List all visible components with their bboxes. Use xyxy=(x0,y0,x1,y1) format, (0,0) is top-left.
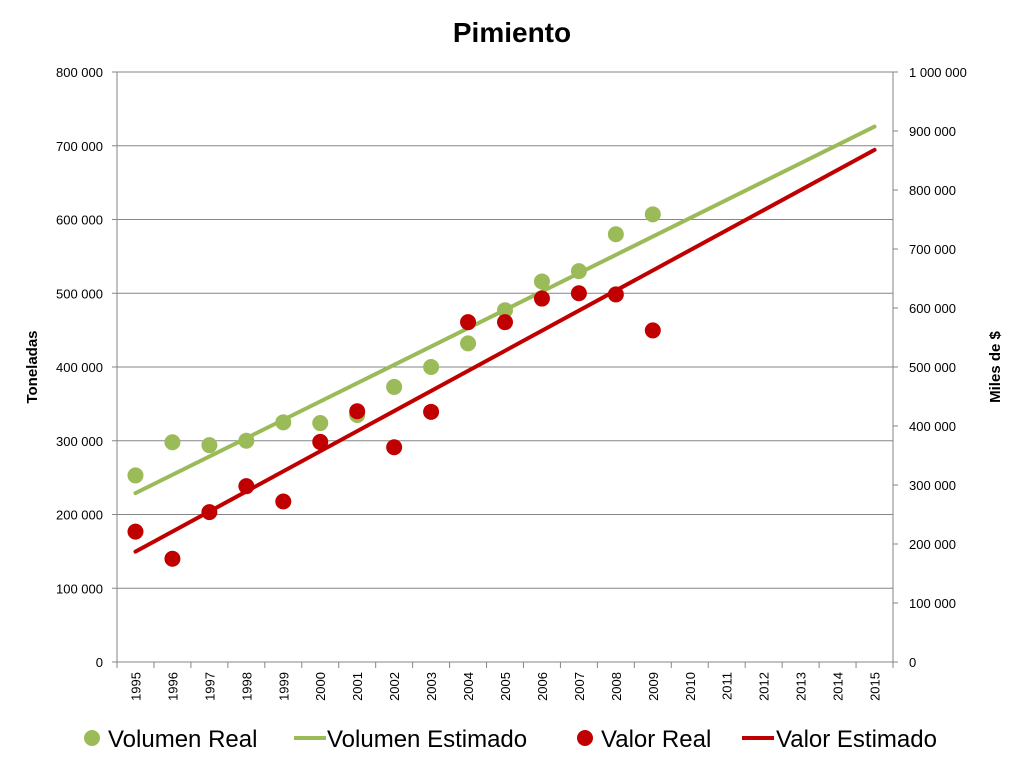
data-point xyxy=(423,359,440,375)
legend-label: Valor Estimado xyxy=(776,726,937,753)
data-point xyxy=(238,478,255,495)
legend-dot-marker xyxy=(84,730,100,746)
data-point xyxy=(423,403,440,420)
data-point xyxy=(238,432,255,449)
data-point xyxy=(607,226,624,243)
x-tick-label: 1996 xyxy=(165,672,180,701)
x-tick-label: 2001 xyxy=(350,672,365,701)
y-left-tick-label: 700 000 xyxy=(56,139,103,154)
data-point xyxy=(460,314,477,331)
y-left-tick-label: 300 000 xyxy=(56,434,103,449)
data-point xyxy=(644,206,661,223)
x-tick-label: 2010 xyxy=(683,672,698,701)
y-right-tick-label: 900 000 xyxy=(909,124,956,139)
y-left-tick-label: 200 000 xyxy=(56,508,103,523)
data-point xyxy=(460,335,477,352)
y-right-tick-label: 400 000 xyxy=(909,419,956,434)
data-point xyxy=(386,378,403,395)
series-volumen-real xyxy=(127,206,661,484)
x-tick-label: 2011 xyxy=(720,672,735,700)
y-left-tick-label: 800 000 xyxy=(56,65,103,80)
x-tick-label: 2007 xyxy=(572,672,587,701)
legend-item: Valor Real xyxy=(577,726,711,753)
legend-label: Volumen Estimado xyxy=(327,726,527,753)
y-left-tick-label: 100 000 xyxy=(56,581,103,596)
series-valor-real xyxy=(127,285,661,567)
legend-item: Volumen Estimado xyxy=(294,726,527,753)
data-point xyxy=(644,322,661,339)
x-tick-label: 2003 xyxy=(424,672,439,701)
series xyxy=(127,124,877,567)
y-right-tick-label: 500 000 xyxy=(909,360,956,375)
y-axis-right-title: Miles de $ xyxy=(987,330,1004,402)
y-right-tick-label: 200 000 xyxy=(909,537,956,552)
x-tick-label: 2006 xyxy=(535,672,550,701)
data-point xyxy=(497,314,513,331)
data-point xyxy=(607,286,624,303)
legend-label: Valor Real xyxy=(601,726,711,753)
x-tick-label: 2004 xyxy=(461,672,476,701)
y-right-tick-label: 0 xyxy=(909,655,916,670)
legend-item: Valor Estimado xyxy=(742,726,937,753)
legend-dot-marker xyxy=(577,730,593,746)
gridlines xyxy=(117,71,893,663)
y-right-tick-label: 1 000 000 xyxy=(909,65,967,80)
y-right-tick-label: 100 000 xyxy=(909,596,956,611)
x-tick-label: 1999 xyxy=(276,672,291,701)
data-point xyxy=(201,504,218,521)
y-left-tick-label: 400 000 xyxy=(56,360,103,375)
x-tick-label: 2012 xyxy=(757,672,772,701)
x-tick-label: 1998 xyxy=(239,672,254,701)
data-point xyxy=(201,437,218,454)
y-axis-left-title: Toneladas xyxy=(24,330,41,403)
data-point xyxy=(570,263,587,280)
x-tick-label: 1995 xyxy=(128,672,143,701)
x-tick-label: 2014 xyxy=(831,672,846,701)
y-axis-left: 0 100 000 200 000 300 000 400 000 500 000 600 … xyxy=(56,65,117,670)
y-axis-right: 0 100 000 200 000 300 000 400 000 500 000 600 … xyxy=(893,65,967,670)
data-point xyxy=(275,493,292,510)
data-point xyxy=(275,414,292,431)
y-left-tick-label: 600 000 xyxy=(56,213,103,228)
data-point xyxy=(349,403,366,420)
data-point xyxy=(127,523,144,540)
y-left-tick-label: 0 xyxy=(96,655,103,670)
x-tick-label: 2013 xyxy=(794,672,809,701)
trend-line xyxy=(133,147,877,554)
x-tick-label: 2002 xyxy=(387,672,402,701)
legend-item: Volumen Real xyxy=(84,726,257,753)
y-right-tick-label: 700 000 xyxy=(909,242,956,257)
y-left-tick-label: 500 000 xyxy=(56,286,103,301)
legend-label: Volumen Real xyxy=(108,726,257,753)
data-point xyxy=(312,433,329,450)
x-tick-label: 2000 xyxy=(313,672,328,701)
legend: Volumen Real Volumen Estimado Valor Real Va… xyxy=(84,726,937,753)
data-point xyxy=(164,550,181,567)
data-point xyxy=(312,415,329,432)
x-axis: 1995 1996 1997 1998 1999 2000 2001 2002 2003 2004… xyxy=(116,662,894,701)
series-valor-estimado xyxy=(133,147,877,554)
x-tick-label: 2005 xyxy=(498,672,513,701)
data-point xyxy=(127,467,144,484)
data-point xyxy=(164,434,181,451)
data-point xyxy=(533,290,550,307)
y-right-tick-label: 800 000 xyxy=(909,183,956,198)
data-point xyxy=(533,273,550,290)
y-right-tick-label: 300 000 xyxy=(909,478,956,493)
data-point xyxy=(570,285,587,302)
y-right-tick-label: 600 000 xyxy=(909,301,956,316)
chart-title: Pimiento xyxy=(453,17,571,48)
x-tick-label: 2009 xyxy=(646,672,661,701)
x-tick-label: 2015 xyxy=(868,672,883,701)
x-tick-label: 2008 xyxy=(609,672,624,701)
data-point xyxy=(386,439,403,456)
data-point xyxy=(497,302,513,319)
x-tick-label: 1997 xyxy=(202,672,217,701)
